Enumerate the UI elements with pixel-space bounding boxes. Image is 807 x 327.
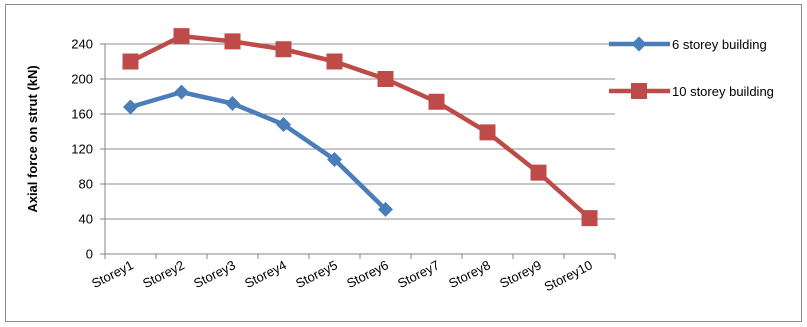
x-tick-label: Storey3 [191, 257, 238, 291]
data-point [225, 96, 240, 111]
data-point [378, 201, 393, 217]
data-point [122, 53, 139, 70]
x-tick-label: Storey9 [497, 257, 544, 291]
data-point [174, 84, 189, 100]
x-tick-label: Storey7 [395, 257, 442, 291]
data-point [276, 117, 291, 132]
x-tick-label: Storey4 [242, 257, 289, 291]
data-point [377, 71, 394, 87]
legend: 6 storey building 10 storey building [609, 36, 774, 99]
series-line [129, 33, 591, 220]
data-point [479, 124, 496, 141]
series-line [129, 89, 388, 211]
gridlines [100, 43, 616, 259]
data-point [327, 152, 342, 167]
y-tick-label: 200 [71, 72, 93, 87]
data-point [173, 28, 190, 45]
series-layer [122, 28, 598, 227]
legend-marker [631, 36, 647, 52]
legend-label: 6 storey building [672, 37, 767, 52]
y-tick-label: 240 [71, 37, 93, 52]
x-tick-label: Storey8 [446, 257, 493, 291]
y-axis-ticks: 0 40 80 120 160 200 240 [71, 37, 93, 262]
data-point [224, 33, 241, 50]
data-point [123, 99, 138, 115]
data-point [275, 41, 292, 58]
x-tick-label: Storey1 [89, 257, 136, 291]
y-tick-label: 80 [79, 177, 93, 192]
data-point [530, 164, 547, 181]
x-tick-label: Storey5 [293, 257, 340, 291]
y-tick-label: 120 [71, 142, 93, 157]
y-axis-label: Axial force on strut (kN) [25, 65, 40, 212]
data-point [428, 93, 445, 110]
x-axis-ticks: Storey1 Storey2 Storey3 Storey4 Storey5 Store… [89, 257, 595, 294]
y-tick-label: 40 [79, 212, 93, 227]
data-point [326, 53, 343, 70]
legend-label: 10 storey building [672, 84, 774, 99]
x-tick-label: Storey10 [542, 257, 595, 294]
data-point [581, 210, 598, 227]
legend-marker [631, 83, 647, 99]
y-tick-label: 0 [86, 247, 93, 262]
x-tick-label: Storey2 [140, 257, 187, 291]
x-tick-label: Storey6 [344, 257, 391, 291]
y-tick-label: 160 [71, 107, 93, 122]
